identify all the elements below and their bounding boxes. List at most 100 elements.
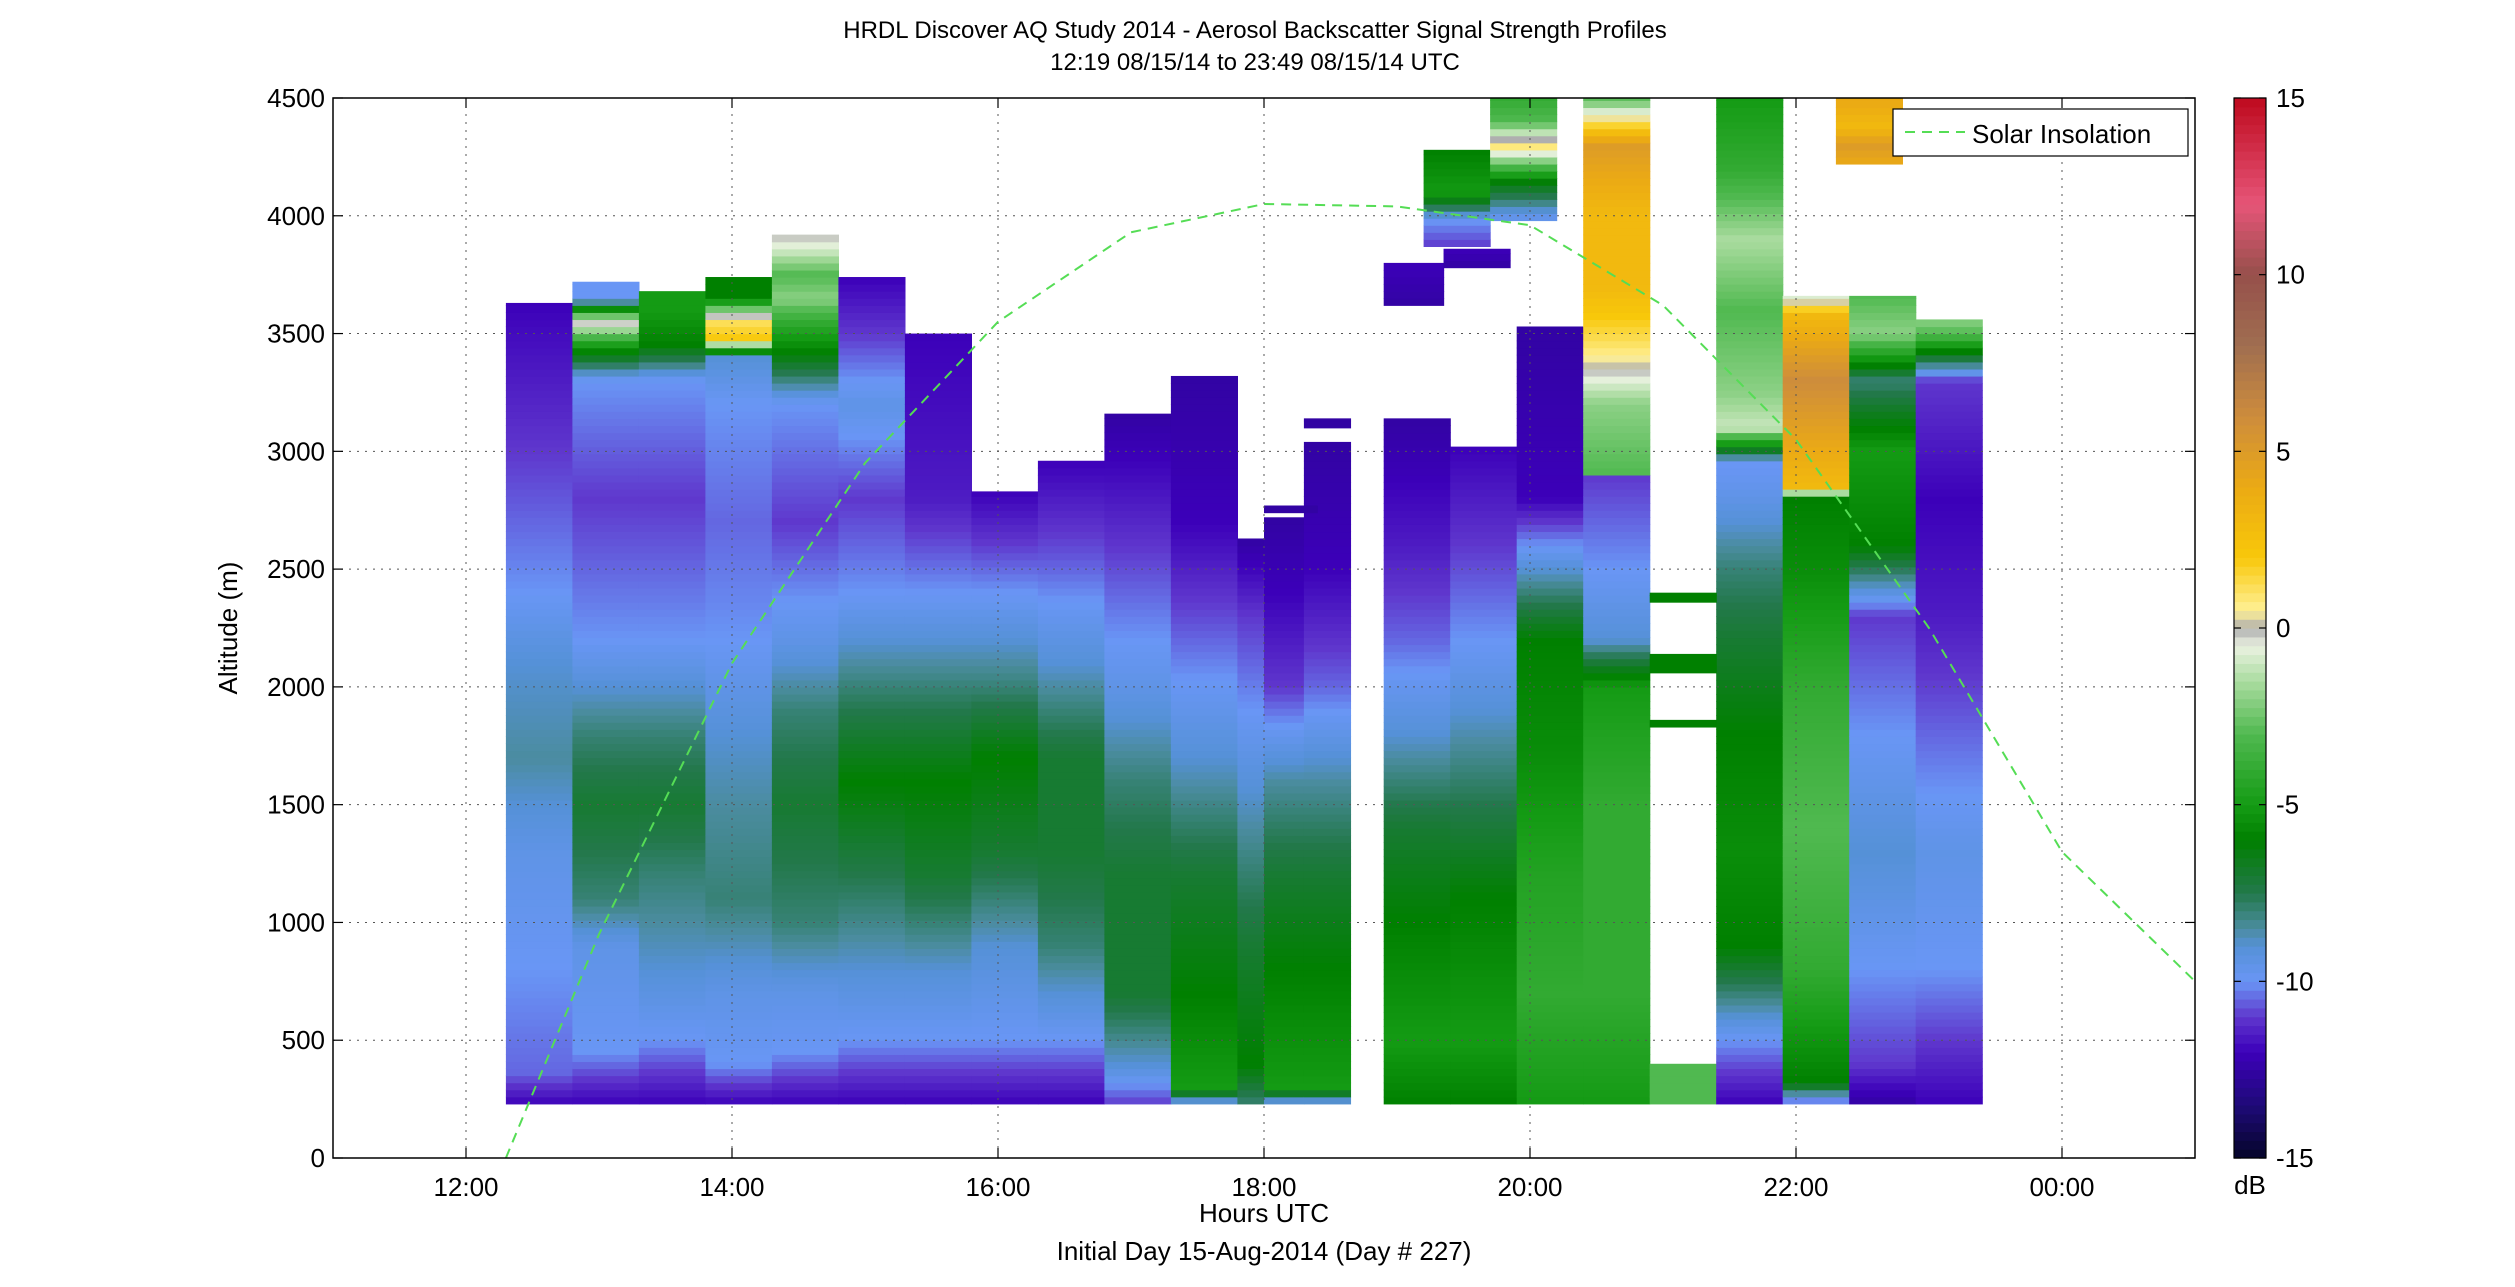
profile-cell — [1583, 722, 1651, 730]
profile-cell — [1849, 637, 1917, 646]
profile-cell — [1264, 651, 1305, 660]
profile-cell — [904, 347, 972, 356]
profile-cell — [1383, 496, 1451, 504]
profile-cell — [1490, 199, 1558, 207]
profile-cell — [1237, 778, 1265, 787]
profile-cell — [1583, 241, 1651, 250]
profile-cell — [1170, 686, 1238, 695]
profile-cell — [1104, 828, 1172, 836]
profile-cell — [1450, 503, 1518, 511]
profile-cell — [904, 799, 972, 808]
profile-cell — [1516, 651, 1584, 660]
profile-cell — [1104, 983, 1172, 992]
profile-cell — [1716, 941, 1784, 949]
profile-cell — [1104, 1026, 1172, 1034]
profile-cell — [971, 856, 1039, 865]
colorbar-swatch — [2234, 115, 2266, 126]
profile-cell — [1516, 347, 1584, 356]
profile-cell — [1490, 100, 1558, 109]
profile-cell — [1237, 934, 1265, 942]
profile-cell — [771, 1068, 839, 1077]
profile-cell — [572, 616, 640, 624]
profile-cell — [904, 849, 972, 858]
profile-cell — [771, 630, 839, 639]
profile-cell — [1450, 1068, 1518, 1077]
profile-cell — [838, 333, 906, 342]
profile-cell — [705, 877, 773, 886]
profile-cell — [1104, 969, 1172, 978]
profile-cell — [771, 354, 839, 363]
profile-cell — [1303, 467, 1352, 476]
profile-cell — [1782, 517, 1850, 525]
profile-cell — [971, 898, 1039, 907]
profile-cell — [505, 1040, 573, 1048]
profile-cell — [1450, 870, 1518, 879]
profile-cell — [1303, 913, 1352, 921]
profile-cell — [1383, 538, 1451, 547]
y-tick-label: 2500 — [267, 554, 325, 584]
profile-cell — [1490, 121, 1558, 130]
colorbar-swatch — [2234, 424, 2266, 435]
profile-cell — [1450, 1096, 1518, 1105]
profile-cell — [1782, 1033, 1850, 1041]
profile-cell — [572, 701, 640, 709]
profile-cell — [1915, 651, 1983, 660]
profile-cell — [638, 361, 706, 370]
profile-cell — [1490, 213, 1558, 222]
profile-cell — [572, 1047, 640, 1055]
colorbar-swatch — [2234, 371, 2266, 382]
profile-cell — [1782, 799, 1850, 808]
profile-cell — [1782, 757, 1850, 766]
profile-cell — [1170, 587, 1238, 596]
profile-cell — [1170, 927, 1238, 935]
profile-cell — [1264, 524, 1305, 533]
profile-cell — [705, 573, 773, 582]
profile-cell — [1583, 679, 1651, 688]
profile-cell — [1716, 771, 1784, 780]
profile-cell — [1716, 213, 1784, 222]
profile-cell — [838, 771, 906, 780]
profile-cell — [1104, 679, 1172, 688]
profile-cell — [1716, 481, 1784, 490]
y-tick-label: 2000 — [267, 672, 325, 702]
profile-cell — [1237, 764, 1265, 773]
profile-cell — [1104, 898, 1172, 907]
profile-cell — [904, 891, 972, 900]
profile-cell — [1516, 828, 1584, 836]
profile-cell — [705, 920, 773, 928]
colorbar-swatch — [2234, 460, 2266, 470]
profile-cell — [1037, 467, 1105, 476]
profile-cell — [1516, 623, 1584, 631]
colorbar-swatch — [2234, 901, 2266, 912]
profile-cell — [1915, 467, 1983, 476]
colorbar-swatch — [2234, 1069, 2266, 1080]
profile-cell — [1849, 559, 1917, 568]
profile-cell — [1264, 799, 1305, 808]
profile-cell — [1237, 609, 1265, 617]
profile-cell — [1490, 163, 1558, 172]
profile-cell — [1237, 891, 1265, 900]
profile-cell — [1849, 835, 1917, 843]
profile-cell — [572, 474, 640, 483]
profile-cell — [904, 467, 972, 476]
profile-cell — [1037, 1075, 1105, 1084]
profile-cell — [1915, 1019, 1983, 1027]
colorbar-swatch — [2234, 716, 2266, 726]
profile-cell — [971, 491, 1039, 497]
profile-cell — [1583, 566, 1651, 575]
y-tick-label: 3500 — [267, 319, 325, 349]
profile-column-5 — [838, 277, 906, 1105]
profile-cell — [1383, 432, 1451, 441]
profile-cell — [1237, 1089, 1265, 1098]
profile-cell — [1716, 333, 1784, 342]
profile-cell — [1782, 891, 1850, 900]
profile-cell — [638, 481, 706, 490]
profile-cell — [505, 580, 573, 589]
profile-cell — [1583, 474, 1651, 483]
profile-cell — [638, 764, 706, 773]
profile-cell — [1716, 743, 1784, 752]
profile-cell — [1383, 807, 1451, 815]
profile-cell — [1583, 898, 1651, 907]
profile-cell — [1516, 503, 1584, 511]
profile-cell — [771, 708, 839, 716]
